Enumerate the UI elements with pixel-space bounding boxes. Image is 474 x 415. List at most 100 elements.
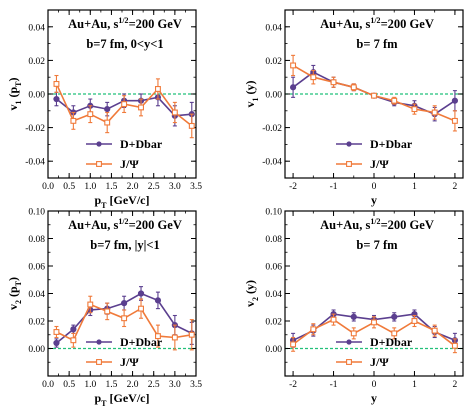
x-axis-label: y <box>371 391 377 405</box>
x-tick-label: -2 <box>289 182 297 192</box>
x-tick-label: 1.0 <box>84 380 96 390</box>
y-tick-label: 0.02 <box>265 57 282 67</box>
legend-marker-jpsi <box>346 161 352 167</box>
x-tick-label: -1 <box>330 380 338 390</box>
series-jpsi <box>290 54 458 132</box>
data-point <box>411 106 418 113</box>
data-point <box>138 104 144 111</box>
data-point <box>188 331 195 338</box>
x-axis-label: y <box>371 193 377 207</box>
data-point <box>138 305 144 312</box>
x-axis-label: pT [GeV/c] <box>94 193 149 210</box>
x-tick-label: 2 <box>453 380 458 390</box>
plot-frame <box>47 210 197 377</box>
data-point <box>411 318 418 324</box>
data-point <box>70 117 77 124</box>
panel-annotation: Au+Au, s1/2=200 GeV <box>68 217 182 232</box>
legend-marker-dd <box>96 339 102 345</box>
data-point <box>188 122 195 129</box>
data-point <box>121 300 128 307</box>
panel-annotation: Au+Au, s1/2=200 GeV <box>320 16 434 31</box>
series-jpsi <box>53 74 195 139</box>
data-point <box>330 79 337 86</box>
y-tick-label: 0.04 <box>28 23 45 33</box>
data-point <box>53 95 60 103</box>
y-tick-label: 0.06 <box>265 263 282 273</box>
data-point <box>310 326 317 333</box>
data-point <box>290 62 297 69</box>
legend-marker-jpsi <box>346 359 352 365</box>
y-tick-label: 0.00 <box>28 91 45 101</box>
data-point <box>290 341 297 348</box>
data-point <box>431 109 438 116</box>
legend-marker-jpsi <box>96 161 102 167</box>
data-point <box>104 119 111 126</box>
chart-panel-1: 0.0 0.5 1.0 1.5 2.0 2.5 3.0 3.5 -0.04 -0.02 0.00 0.… <box>6 9 202 210</box>
y-axis-label: v2 (pT) <box>6 277 23 310</box>
data-point <box>137 290 145 297</box>
data-point <box>121 315 128 322</box>
data-point <box>121 101 128 108</box>
data-point <box>371 92 377 99</box>
data-point <box>154 297 162 304</box>
x-tick-label: 3.5 <box>190 380 202 390</box>
panel-annotation: b= 7 fm <box>356 238 398 252</box>
data-point <box>53 329 60 335</box>
panel-annotation: Au+Au, s1/2=200 GeV <box>320 217 434 232</box>
legend-label-jpsi: J/Ψ <box>370 157 389 171</box>
x-tick-label: 2.0 <box>127 380 139 390</box>
y-axis-label: v1 (pT) <box>6 77 23 110</box>
data-point <box>451 117 458 124</box>
data-point <box>451 97 459 104</box>
data-point <box>154 333 161 340</box>
y-tick-label: 0.02 <box>28 57 45 67</box>
y-tick-label: 0.00 <box>28 345 45 355</box>
legend: D+Dbar J/Ψ <box>86 137 163 171</box>
legend-marker-jpsi <box>96 359 102 365</box>
data-point <box>171 109 178 116</box>
legend-marker-dd <box>346 141 352 147</box>
x-tick-label: -2 <box>289 380 297 390</box>
x-tick-label: 2.0 <box>127 182 139 192</box>
data-point <box>104 106 111 113</box>
data-point <box>391 313 398 320</box>
x-tick-label: 3.0 <box>169 380 181 390</box>
data-point <box>310 74 317 81</box>
series-jpsi <box>290 313 458 354</box>
chart-panel-2: -2 -1 0 1 2 -0.04 -0.02 0.00 0.02 0.04 y v1 (y) Au+A… <box>243 9 464 207</box>
x-tick-label: 0.5 <box>63 182 75 192</box>
panel-annotation: Au+Au, s1/2=200 GeV <box>68 16 182 31</box>
x-tick-label: 1 <box>412 182 417 192</box>
y-tick-label: 0.00 <box>265 91 282 101</box>
data-point <box>350 330 357 337</box>
x-tick-label: -1 <box>330 182 338 192</box>
legend-marker-dd <box>96 141 102 147</box>
x-tick-label: 3.0 <box>169 182 181 192</box>
legend-label-dd: D+Dbar <box>120 335 163 349</box>
data-point <box>87 301 94 308</box>
panel-annotation: b=7 fm, |y|<1 <box>90 238 159 252</box>
data-point <box>350 84 357 91</box>
data-point <box>70 337 77 344</box>
x-tick-label: 1.5 <box>105 182 117 192</box>
x-tick-label: 0 <box>372 182 377 192</box>
x-tick-label: 0.5 <box>63 380 75 390</box>
plot-frame <box>284 210 464 377</box>
x-tick-label: 1 <box>412 380 417 390</box>
y-tick-label: 0.04 <box>265 290 282 300</box>
y-tick-label: 0.00 <box>265 345 282 355</box>
legend: D+Dbar J/Ψ <box>336 137 413 171</box>
panel-annotation: b=7 fm, 0<y<1 <box>86 37 163 51</box>
data-point <box>350 313 357 320</box>
x-tick-label: 1.5 <box>105 380 117 390</box>
data-point <box>87 111 94 118</box>
legend-label-dd: D+Dbar <box>370 335 413 349</box>
x-tick-label: 2.5 <box>148 380 160 390</box>
x-axis-label: pT [GeV/c] <box>94 391 149 408</box>
data-point <box>70 326 77 333</box>
y-tick-label: 0.02 <box>265 318 282 328</box>
y-tick-label: 0.08 <box>265 235 282 245</box>
data-point <box>330 316 337 323</box>
y-tick-label: 0.10 <box>28 208 45 218</box>
